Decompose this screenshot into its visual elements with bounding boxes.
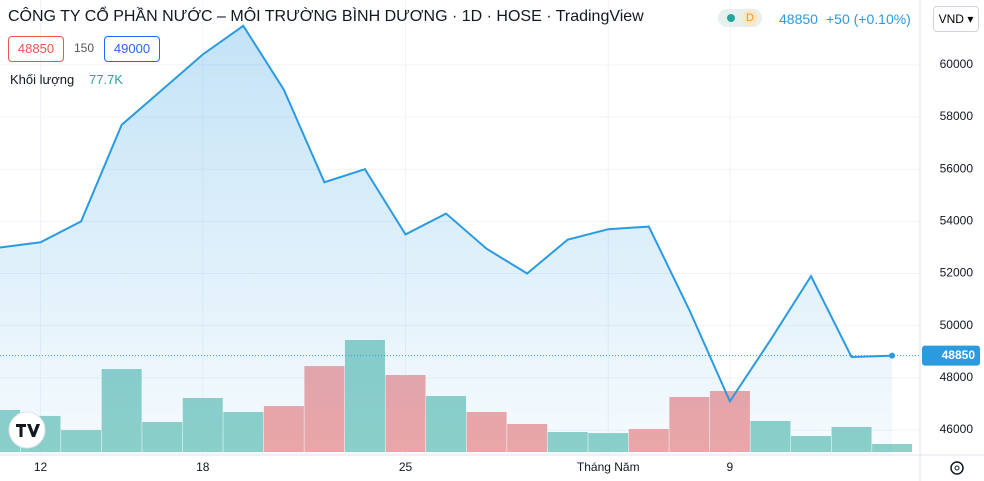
price-line [0,24,893,404]
volume-value: 77.7K [89,72,123,87]
x-tick-label: 9 [727,460,734,474]
currency: VND [938,12,964,26]
y-tick-label: 52000 [940,266,974,280]
x-tick-label: 12 [34,460,48,474]
last-price-tag [922,345,980,366]
area [0,25,893,455]
bid: 48850 [17,41,55,56]
x-tick-label: 18 [196,460,210,474]
badge: D [742,10,758,26]
status-pill: D [718,9,762,27]
y-tick-label: 56000 [940,161,974,175]
price-change: +50 (+0.10%) [826,11,911,27]
last-price-label: 48850 [942,348,976,362]
y-tick-label: 54000 [940,214,974,228]
last-point [889,352,896,359]
chart-title: CÔNG TY CỔ PHẦN NƯỚC – MÔI TRƯỜNG BÌNH D… [8,8,644,25]
logo [8,411,46,449]
x-tick-label: 25 [399,460,413,474]
settings-icon[interactable] [950,461,964,475]
currency-selector[interactable]: VND ▾ [933,6,979,32]
last-price: 48850 [779,11,818,27]
spread: 150 [74,41,95,55]
volume-label: Khối lượng [10,72,75,87]
ask-box[interactable]: 49000 [104,36,160,62]
y-tick-label: 58000 [940,109,974,123]
y-tick-label: 48000 [940,370,974,384]
bid-box[interactable]: 48850 [8,36,64,62]
x-tick-label: Tháng Năm [577,460,640,474]
y-tick-label: 50000 [940,318,974,332]
y-tick-label: 60000 [940,57,974,71]
y-tick-label: 46000 [940,422,974,436]
ask: 49000 [113,41,151,56]
